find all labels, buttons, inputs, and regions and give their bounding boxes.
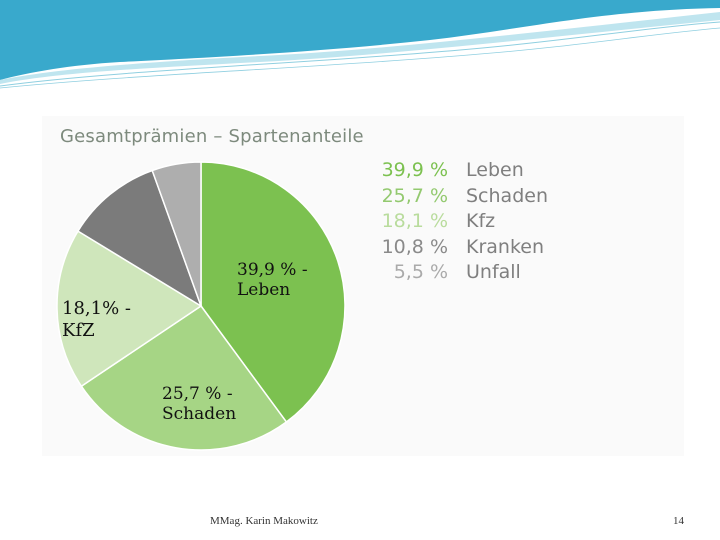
legend-row-kranken: 10,8 % Kranken xyxy=(380,235,548,261)
legend-row-leben: 39,9 % Leben xyxy=(380,158,548,184)
legend-row-schaden: 25,7 % Schaden xyxy=(380,184,548,210)
pie-slice-schaden xyxy=(80,304,288,451)
data-label-leben-value: 39,9 % - xyxy=(237,260,308,280)
legend-name: Schaden xyxy=(466,184,548,207)
data-label-kfz-name: KfZ xyxy=(62,319,95,341)
legend-name: Unfall xyxy=(466,261,521,283)
legend-row-kfz: 18,1 % Kfz xyxy=(380,209,548,235)
data-label-schaden-name: Schaden xyxy=(162,404,237,425)
data-label-schaden-value: 25,7 % - xyxy=(162,384,233,404)
legend-row-unfall: 5,5 % Unfall xyxy=(380,260,548,286)
legend-value: 10,8 % xyxy=(381,235,448,258)
data-label-schaden: 25,7 % - Schaden xyxy=(162,384,236,425)
legend-name: Leben xyxy=(466,159,524,181)
data-label-leben: 39,9 % - Leben xyxy=(237,260,308,301)
pie-slice-kranken xyxy=(76,169,203,308)
pie-slice-unfall xyxy=(151,161,202,307)
data-label-kfz-value: 18,1% - xyxy=(62,298,131,319)
legend-value: 5,5 % xyxy=(393,261,448,283)
header-wave-decoration xyxy=(0,0,720,89)
data-label-kfz: 18,1% - KfZ xyxy=(62,298,131,341)
data-label-leben-name: Leben xyxy=(237,280,291,301)
legend-name: Kranken xyxy=(466,235,545,258)
legend-value: 25,7 % xyxy=(381,184,448,207)
page-number: 14 xyxy=(673,515,684,527)
chart-legend: 39,9 % Leben 25,7 % Schaden 18,1 % Kfz 10,8 % K… xyxy=(380,158,548,286)
legend-value: 39,9 % xyxy=(381,159,448,181)
legend-value: 18,1 % xyxy=(381,210,448,232)
legend-name: Kfz xyxy=(466,210,496,232)
chart-title: Gesamtprämien – Spartenanteile xyxy=(60,126,364,147)
pie-slice-leben xyxy=(200,161,346,424)
pie-slice-kfz xyxy=(56,230,203,388)
footer-author: MMag. Karin Makowitz xyxy=(210,515,318,527)
